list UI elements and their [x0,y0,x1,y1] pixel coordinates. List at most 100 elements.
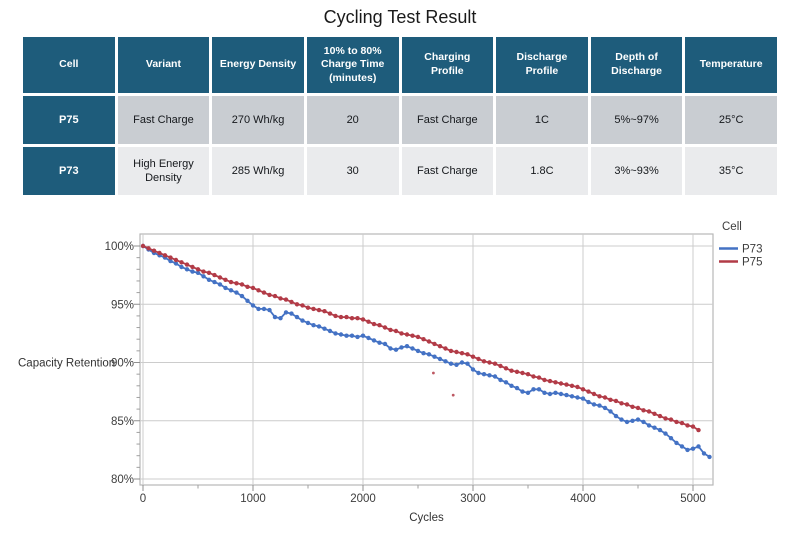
data-point-P73 [619,417,624,422]
legend-label: P75 [742,257,762,269]
x-tick-label: 5000 [680,493,706,505]
row-header-cell: P75 [23,96,115,144]
x-tick-label: 1000 [240,493,266,505]
table-cell: 3%~93% [590,147,683,195]
data-point-P73 [195,270,201,275]
data-point-P73 [168,258,173,264]
data-point-P75 [492,361,498,366]
data-point-P75 [311,306,316,312]
data-point-P75 [355,316,360,321]
data-point-P75 [168,255,173,260]
data-point-P73 [261,306,267,312]
data-point-P75 [520,370,525,376]
data-point-P73 [338,332,344,337]
data-point-P73 [360,333,366,338]
chart-section: 0 1000 2000 3000 4000 5000 100% 95% 90% 85% 80% Cyc… [0,210,800,541]
data-point-P73 [316,324,322,329]
table-cell: 5%~97% [590,96,683,144]
table-cell: 25°C [685,96,777,144]
col-header-temperature: Temperature [685,37,777,93]
col-header-depth-of-discharge: Depth of Discharge [590,37,683,93]
data-point-P73 [223,285,228,291]
y-tick-label: 80% [111,474,134,486]
data-point-P75 [393,328,399,334]
data-point-P75 [558,381,564,386]
data-point-P75 [459,351,465,356]
data-point-P73 [630,418,635,423]
data-point-P75 [261,290,267,295]
table-cell: 285 Wh/kg [212,147,304,195]
data-point-P75 [597,394,602,399]
data-point-P75 [278,296,283,301]
data-point-P75 [371,321,377,327]
data-point-P75 [454,349,459,355]
y-axis-title: Capacity Retention [18,358,115,370]
table-cell: 35°C [685,147,777,195]
data-point-P73 [294,314,300,320]
data-point-P75 [619,401,624,406]
data-point-P73 [283,310,289,315]
data-point-P73 [437,356,443,362]
data-point-P75 [234,281,239,286]
data-point-P75 [228,279,234,285]
data-point-P73 [470,367,476,372]
data-point-P75 [564,382,569,387]
data-point-P73 [586,399,591,405]
data-point-P75 [382,325,388,330]
cycling-spec-table: Cell Variant Energy Density 10% to 80% C… [20,34,780,198]
data-point-P75 [624,402,630,407]
data-point-P75 [305,305,311,310]
data-point-P75 [663,416,668,421]
data-point-P75 [366,319,371,324]
row-header-cell: P73 [23,147,115,195]
data-point-P75 [272,293,278,299]
data-point-P73 [327,328,333,334]
data-point-P73 [701,451,707,456]
table-cell: 1C [496,96,588,144]
data-point-P73 [217,282,223,287]
data-point-P75 [256,288,261,293]
data-point-P73 [355,334,360,340]
data-point-P73 [520,389,525,394]
data-point-P73 [421,351,426,356]
data-point-P75 [179,260,184,265]
data-point-P75 [553,380,558,385]
data-point-P75 [206,270,212,275]
data-point-P73 [624,419,630,425]
data-point-P75 [184,262,190,267]
data-point-P73 [498,377,503,383]
data-point-P75 [195,267,201,272]
data-point-P73 [179,264,184,270]
data-point-P75 [333,313,338,319]
table-cell: 270 Wh/kg [212,96,304,144]
data-point-P73 [388,346,393,351]
data-point-P75 [404,332,410,337]
col-header-energy-density: Energy Density [212,37,304,93]
table-cell: 20 [306,96,399,144]
data-point-P73 [569,394,575,399]
data-point-P73 [201,274,206,279]
data-point-P75 [399,331,404,336]
data-point-P75 [602,395,608,400]
data-point-P73 [448,361,454,366]
spec-table-wrap: Cell Variant Energy Density 10% to 80% C… [20,34,780,198]
data-point-P73 [459,360,465,365]
data-point-P73 [333,331,338,336]
data-point-P75 [630,404,635,409]
data-point-P75 [151,248,157,253]
stray-point [451,393,455,397]
col-header-variant: Variant [117,37,210,93]
data-point-P73 [591,402,597,407]
data-point-P73 [272,314,278,320]
data-point-P75 [575,384,580,390]
data-point-P73 [465,361,470,366]
data-point-P73 [635,417,641,422]
data-point-P75 [646,409,652,414]
data-point-P73 [426,352,432,357]
data-point-P75 [190,264,195,270]
data-point-P75 [591,391,597,397]
y-tick-label: 85% [111,416,134,428]
data-point-P75 [470,354,476,359]
col-header-charging-profile: Charging Profile [401,37,494,93]
data-point-P73 [415,348,421,354]
